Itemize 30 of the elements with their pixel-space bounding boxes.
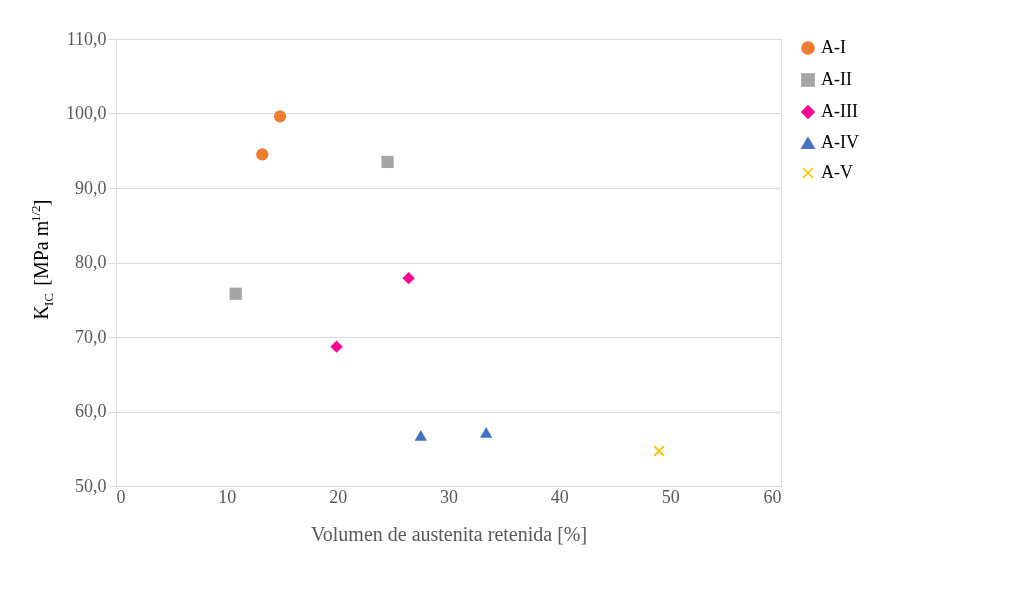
y-tick-label: 50,0 xyxy=(75,475,107,496)
point xyxy=(653,445,665,457)
point xyxy=(273,110,287,123)
y-tick-label: 80,0 xyxy=(75,252,107,272)
y-tick-label: 110,0 xyxy=(66,28,107,49)
legend-label: A-II xyxy=(821,69,852,89)
point xyxy=(381,155,394,169)
y-tick-label: 70,0 xyxy=(75,326,107,347)
y-axis-title: KIC [MPa m1/2] xyxy=(28,199,56,320)
point xyxy=(229,287,242,300)
point xyxy=(330,340,343,353)
legend-label: A-IV xyxy=(821,132,859,152)
y-tick-label: 100,0 xyxy=(66,103,107,123)
x-tick-label: 30 xyxy=(440,486,458,507)
y-tick-label: 90,0 xyxy=(75,177,107,198)
x-tick-label: 40 xyxy=(550,486,569,507)
y-tick-label: 60,0 xyxy=(75,401,107,421)
legend-label: A-I xyxy=(821,37,846,57)
x-tick-label: 60 xyxy=(763,486,782,507)
legend-label: A-V xyxy=(821,162,853,182)
x-tick-label: 10 xyxy=(218,486,237,507)
x-tick-label: 20 xyxy=(329,486,348,507)
legend-label: A-III xyxy=(821,101,858,121)
point xyxy=(256,148,269,161)
x-tick-label: 50 xyxy=(661,486,680,507)
x-tick-label: 0 xyxy=(116,486,126,507)
point xyxy=(402,272,415,285)
point xyxy=(480,427,493,438)
point xyxy=(414,430,427,441)
x-axis-title: Volumen de austenita retenida [%] xyxy=(310,522,588,545)
